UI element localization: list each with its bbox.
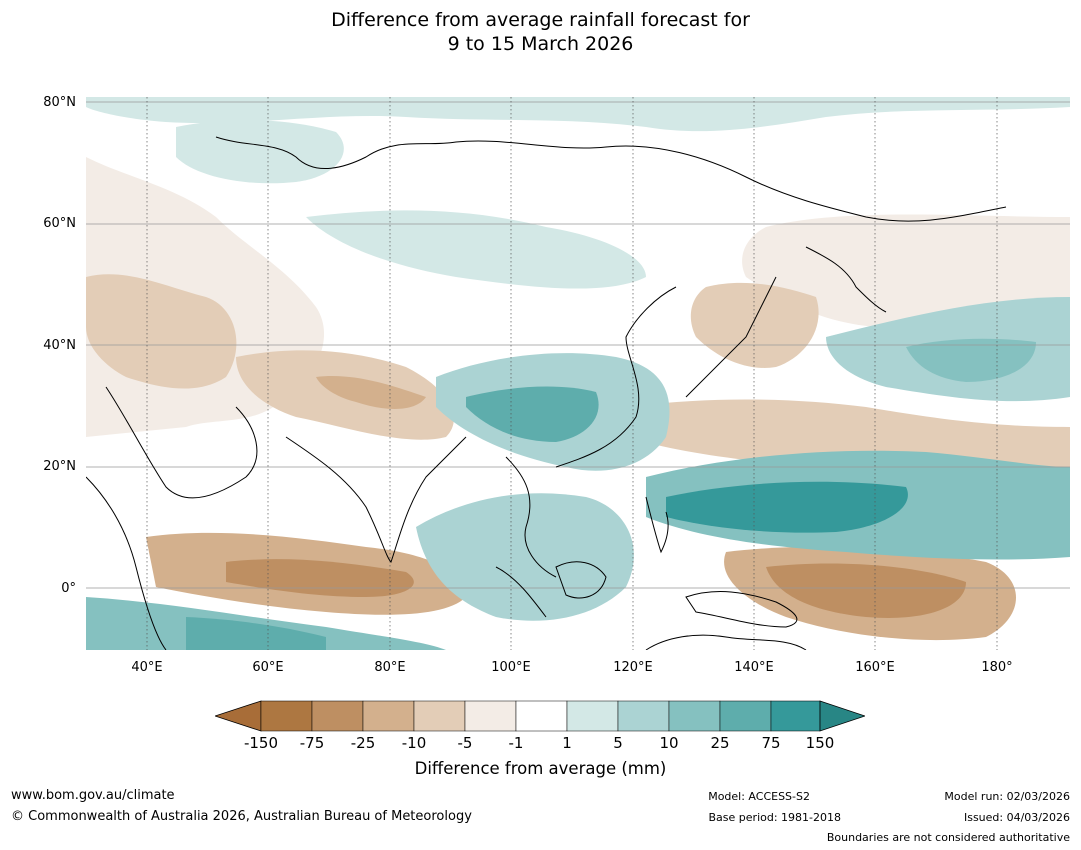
dry-japan-sea xyxy=(690,282,819,368)
base-period-text: Base period: 1981-2018 xyxy=(708,811,841,824)
lat-label-80n: 80°N xyxy=(43,95,76,110)
legend-tick-label: -1 xyxy=(508,734,524,752)
legend-tick-label: 1 xyxy=(562,734,572,752)
dry-north-pacific xyxy=(742,214,1070,330)
disclaimer-text: Boundaries are not considered authoritat… xyxy=(826,831,1070,844)
lat-label-40n: 40°N xyxy=(43,338,76,353)
legend-swatch-6 xyxy=(515,700,568,732)
legend-swatch-9 xyxy=(668,700,721,732)
coastline-philippines xyxy=(645,496,669,554)
lon-label-120e: 120°E xyxy=(613,660,653,675)
legend-arrow-high xyxy=(819,700,865,732)
legend-swatch-4 xyxy=(413,700,466,732)
map-canvas xyxy=(86,97,1070,650)
legend-swatch-5 xyxy=(464,700,517,732)
legend-tick-label: -25 xyxy=(350,734,376,752)
lat-label-20n: 20°N xyxy=(43,459,76,474)
wet-tropical-pacific-core xyxy=(666,481,908,533)
legend-swatch-7 xyxy=(566,700,619,732)
legend-arrow-low xyxy=(215,700,262,732)
legend-tick-label: 10 xyxy=(659,734,679,752)
map-title: Difference from average rainfall forecas… xyxy=(0,8,1081,56)
coastline-indochina xyxy=(505,456,557,578)
copyright-text: © Commonwealth of Australia 2026, Austra… xyxy=(11,809,472,824)
coastline-africa-east xyxy=(86,476,167,650)
coastline-australia-north xyxy=(645,634,807,650)
lon-label-160e: 160°E xyxy=(855,660,895,675)
wet-scandinavia-region xyxy=(176,120,344,184)
legend-swatch-8 xyxy=(617,700,670,732)
model-text: Model: ACCESS-S2 xyxy=(708,790,810,803)
lon-label-140e: 140°E xyxy=(734,660,774,675)
lon-label-100e: 100°E xyxy=(491,660,531,675)
coastline-japan xyxy=(685,276,777,398)
wet-maritime-continent xyxy=(416,493,634,621)
wet-north-pacific-core xyxy=(906,338,1036,382)
title-line-1: Difference from average rainfall forecas… xyxy=(331,9,750,31)
legend-colorbar xyxy=(215,700,865,732)
legend-tick-label: 25 xyxy=(710,734,730,752)
coastline-eurasia-north xyxy=(215,136,1007,222)
lon-label-60e: 60°E xyxy=(252,660,284,675)
legend-tick-label: 75 xyxy=(761,734,781,752)
legend-tick-label: -10 xyxy=(401,734,427,752)
legend-tick-label: 150 xyxy=(805,734,835,752)
model-run-text: Model run: 02/03/2026 xyxy=(944,790,1070,803)
coastline-borneo xyxy=(555,561,607,599)
legend-tick-label: -5 xyxy=(457,734,473,752)
legend-swatch-3 xyxy=(362,700,415,732)
rainfall-map xyxy=(86,97,1070,650)
legend-tick-label: -150 xyxy=(243,734,279,752)
lon-label-40e: 40°E xyxy=(131,660,163,675)
coastlines xyxy=(86,136,1007,650)
gridlines xyxy=(86,97,1070,650)
wet-arctic-region xyxy=(86,97,1070,132)
title-line-2: 9 to 15 March 2026 xyxy=(447,33,634,55)
legend-swatch-11 xyxy=(770,700,821,732)
wet-siberia-region xyxy=(306,210,646,289)
wet-southern-indian-ocean-core xyxy=(186,617,326,650)
lat-label-60n: 60°N xyxy=(43,216,76,231)
legend-tick-label: -75 xyxy=(299,734,325,752)
dry-middle-east-region xyxy=(86,274,237,389)
coastline-india xyxy=(285,436,467,563)
website-link[interactable]: www.bom.gov.au/climate xyxy=(11,788,175,803)
coastline-kamchatka xyxy=(805,246,887,313)
legend-tick-label: 5 xyxy=(613,734,623,752)
wet-east-asia-core xyxy=(466,386,599,442)
coastline-new-guinea xyxy=(685,591,798,628)
legend-swatch-10 xyxy=(719,700,772,732)
dry-coral-sea-core xyxy=(766,563,966,618)
coastline-china-east xyxy=(555,286,677,468)
coastline-sumatra xyxy=(495,566,547,618)
issued-text: Issued: 04/03/2026 xyxy=(963,811,1070,824)
wet-anomaly-areas xyxy=(86,97,1070,650)
coastline-arabia xyxy=(105,386,258,499)
lon-label-180: 180° xyxy=(981,660,1013,675)
wet-southern-indian-ocean xyxy=(86,597,446,650)
dry-tibet-band xyxy=(316,376,426,409)
dry-indian-ocean-core xyxy=(226,559,414,597)
legend-title: Difference from average (mm) xyxy=(414,759,667,778)
legend-swatch-2 xyxy=(311,700,364,732)
lon-label-80e: 80°E xyxy=(374,660,406,675)
lat-label-0: 0° xyxy=(61,581,76,596)
legend-swatch-1 xyxy=(260,700,313,732)
